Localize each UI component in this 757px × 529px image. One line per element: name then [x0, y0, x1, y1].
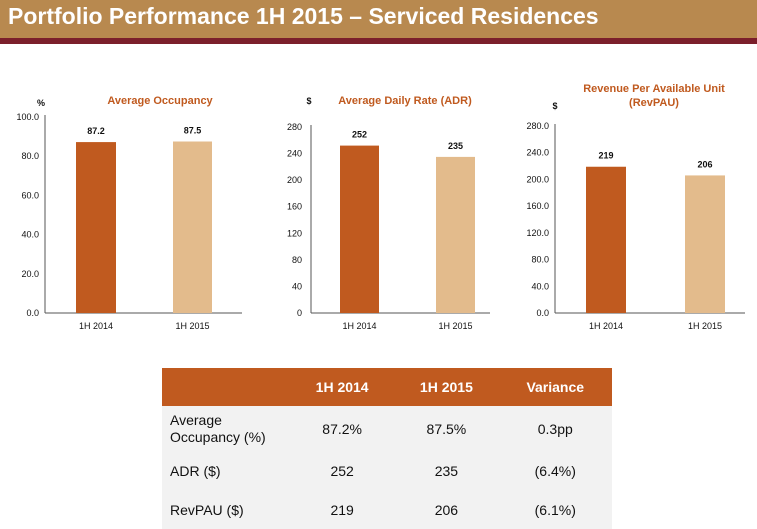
- row-label-occupancy: Average Occupancy (%): [162, 406, 290, 451]
- row-label-revpau: RevPAU ($): [162, 490, 290, 529]
- page-title: Portfolio Performance 1H 2015 – Serviced…: [8, 3, 599, 29]
- x-tick-label: 1H 2014: [79, 321, 113, 331]
- bar-1h2014: [340, 145, 379, 313]
- x-tick-label: 1H 2015: [175, 321, 209, 331]
- cell-adr-variance: (6.4%): [498, 451, 612, 490]
- y-tick-label: 0: [297, 308, 302, 318]
- y-tick-label: 280: [287, 122, 302, 132]
- y-tick-label: 100.0: [16, 112, 39, 122]
- y-tick-label: 280.0: [526, 121, 549, 131]
- chart-title: Average Occupancy: [107, 95, 213, 107]
- y-tick-label: 80.0: [531, 255, 549, 265]
- comparison-table: 1H 2014 1H 2015 Variance Average Occupan…: [162, 368, 612, 529]
- data-label: 252: [352, 130, 367, 140]
- y-tick-label: 40: [292, 281, 302, 291]
- x-tick-label: 1H 2015: [438, 321, 472, 331]
- y-tick-label: 0.0: [536, 308, 549, 318]
- y-tick-label: 160: [287, 202, 302, 212]
- title-divider: [0, 38, 757, 44]
- cell-occupancy-2014: 87.2%: [290, 406, 395, 451]
- row-label-adr: ADR ($): [162, 451, 290, 490]
- table-header-blank: [162, 368, 290, 406]
- chart-title: Revenue Per Available Unit: [583, 83, 725, 95]
- y-tick-label: 240: [287, 149, 302, 159]
- bar-1h2014: [586, 166, 626, 313]
- data-label: 87.5: [184, 126, 202, 136]
- chart-title: (RevPAU): [629, 97, 679, 109]
- bar-1h2015: [436, 156, 475, 313]
- y-tick-label: 160.0: [526, 201, 549, 211]
- row-label-line: Average: [170, 411, 222, 428]
- y-tick-label: 20.0: [21, 269, 39, 279]
- data-label: 87.2: [87, 126, 105, 136]
- cell-adr-2014: 252: [290, 451, 395, 490]
- data-label: 235: [448, 141, 463, 151]
- table-row: RevPAU ($) 219 206 (6.1%): [162, 490, 612, 529]
- data-label: 206: [697, 159, 712, 169]
- y-tick-label: 40.0: [531, 281, 549, 291]
- table-row: Average Occupancy (%) 87.2% 87.5% 0.3pp: [162, 406, 612, 451]
- y-tick-label: 120.0: [526, 228, 549, 238]
- cell-revpau-2015: 206: [394, 490, 499, 529]
- cell-revpau-variance: (6.1%): [498, 490, 612, 529]
- x-tick-label: 1H 2014: [342, 321, 376, 331]
- y-axis-unit-label: %: [37, 98, 45, 108]
- y-tick-label: 120: [287, 228, 302, 238]
- bar-1h2014: [76, 142, 116, 313]
- y-axis-unit-label: $: [306, 96, 311, 106]
- bar-1h2015: [173, 141, 212, 313]
- cell-adr-2015: 235: [394, 451, 499, 490]
- table-header-1h2015: 1H 2015: [394, 368, 499, 406]
- cell-revpau-2014: 219: [290, 490, 395, 529]
- y-tick-label: 200: [287, 175, 302, 185]
- y-tick-label: 80.0: [21, 151, 39, 161]
- y-tick-label: 240.0: [526, 148, 549, 158]
- data-label: 219: [598, 151, 613, 161]
- table-header-variance: Variance: [498, 368, 612, 406]
- table-header-1h2014: 1H 2014: [290, 368, 395, 406]
- y-axis-unit-label: $: [552, 101, 557, 111]
- bar-1h2015: [685, 175, 725, 313]
- chart-title: Average Daily Rate (ADR): [338, 95, 472, 107]
- y-tick-label: 0.0: [26, 308, 39, 318]
- y-tick-label: 40.0: [21, 230, 39, 240]
- title-banner: Portfolio Performance 1H 2015 – Serviced…: [0, 0, 757, 38]
- cell-occupancy-2015: 87.5%: [394, 406, 499, 451]
- table-header-row: 1H 2014 1H 2015 Variance: [162, 368, 612, 406]
- cell-occupancy-variance: 0.3pp: [498, 406, 612, 451]
- table-row: ADR ($) 252 235 (6.4%): [162, 451, 612, 490]
- y-tick-label: 200.0: [526, 174, 549, 184]
- y-tick-label: 60.0: [21, 190, 39, 200]
- x-tick-label: 1H 2014: [589, 321, 623, 331]
- charts-area: Average Occupancy% 0.0 20.0 40.0 60.0 80.0 100…: [16, 83, 745, 331]
- x-tick-label: 1H 2015: [688, 321, 722, 331]
- row-label-line: Occupancy (%): [170, 428, 266, 445]
- y-tick-label: 80: [292, 255, 302, 265]
